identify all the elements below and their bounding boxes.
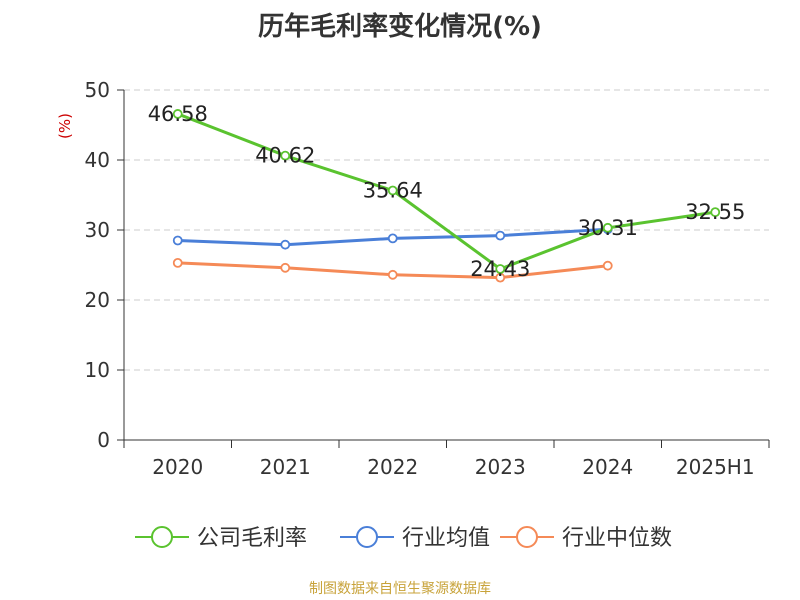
data-point [602, 260, 613, 271]
source-note: 制图数据来自恒生聚源数据库 [309, 581, 491, 597]
data-point [495, 264, 506, 274]
y-axis-label: (%) [56, 113, 74, 139]
y-tick-label: 0 [97, 428, 110, 452]
legend-item: 行业中位数 [500, 526, 672, 551]
data-point [387, 233, 398, 244]
legend-marker-icon [356, 526, 378, 548]
x-tick-label: 2025H1 [676, 455, 755, 479]
data-point [280, 262, 291, 273]
data-label: 32.55 [685, 200, 745, 224]
data-label: 35.64 [363, 179, 423, 203]
data-point [495, 230, 506, 241]
y-tick-label: 30 [85, 218, 110, 242]
data-point [172, 109, 183, 119]
data-point [710, 207, 721, 218]
legend-label: 行业中位数 [562, 526, 672, 551]
data-point [387, 185, 398, 196]
series-line [177, 112, 716, 271]
y-tick-label: 20 [85, 288, 110, 312]
data-label: 24.43 [470, 257, 530, 281]
x-tick-label: 2023 [475, 455, 526, 479]
legend-marker-icon [151, 526, 173, 548]
chart-title: 历年毛利率变化情况(%) [258, 12, 542, 42]
legend-item: 公司毛利率 [135, 526, 307, 551]
data-label: 46.58 [148, 102, 208, 126]
data-point [280, 150, 291, 161]
x-tick-label: 2021 [260, 455, 311, 479]
y-tick-label: 10 [85, 358, 110, 382]
data-point [172, 235, 183, 246]
axes: 0 10 20 30 40 50 2020 2021 2022 2023 2024 2025H1 [85, 78, 770, 479]
data-labels: 46.58 40.62 35.64 24.43 30.31 32.55 [148, 102, 746, 281]
data-label: 40.62 [255, 144, 315, 168]
legend-marker-icon [516, 526, 538, 548]
data-label: 30.31 [578, 216, 638, 240]
legend-label: 行业均值 [402, 526, 490, 551]
data-point [172, 257, 183, 268]
legend-item: 行业均值 [340, 526, 490, 551]
data-point [387, 269, 398, 280]
legend: 公司毛利率 行业均值 行业中位数 [135, 526, 672, 551]
data-point [602, 222, 613, 233]
y-tick-label: 40 [85, 148, 110, 172]
data-point [280, 239, 291, 250]
y-tick-label: 50 [85, 78, 110, 102]
x-tick-label: 2024 [582, 455, 633, 479]
legend-label: 公司毛利率 [197, 526, 307, 551]
series [172, 109, 721, 283]
x-tick-label: 2020 [152, 455, 203, 479]
x-tick-label: 2022 [367, 455, 418, 479]
